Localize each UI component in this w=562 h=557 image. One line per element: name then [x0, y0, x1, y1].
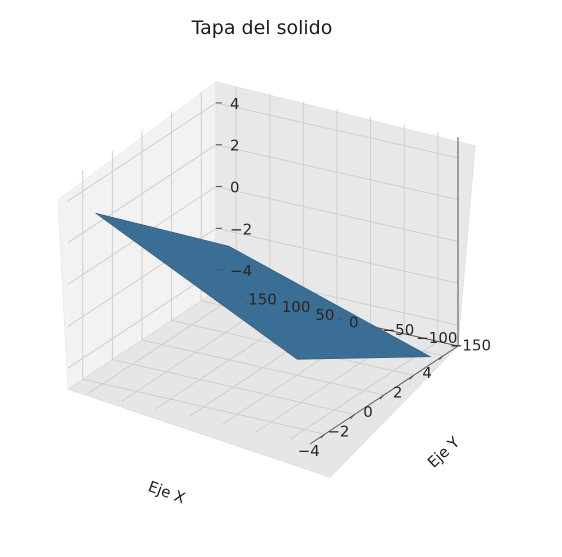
y-tick-mark: [236, 295, 243, 298]
grid-line: [87, 295, 237, 395]
z-tick-label: 0: [230, 179, 240, 197]
x-axis-label: Eje X: [146, 477, 188, 507]
y-tick-mark: [437, 340, 444, 343]
x-tick-mark: [350, 414, 355, 419]
y-tick-label: −50: [383, 321, 415, 339]
y-axis-label: Eje Y: [424, 433, 464, 472]
x-tick-label: −4: [298, 442, 320, 460]
y-tick-mark: [303, 310, 310, 313]
x-tick-label: 2: [393, 383, 403, 401]
x-tick-label: 4: [422, 364, 432, 382]
y-tick-mark: [404, 333, 411, 336]
z-tick-label: −4: [230, 262, 252, 280]
y-tick-mark: [370, 325, 377, 328]
x-tick-label: −2: [327, 423, 349, 441]
y-tick-mark: [269, 302, 276, 305]
x-tick-label: 0: [363, 403, 373, 421]
y-tick-label: 0: [349, 314, 359, 332]
grid-line: [67, 269, 217, 369]
grid-line: [215, 102, 459, 159]
chart-title: Tapa del solido: [191, 17, 333, 39]
z-tick-label: 4: [230, 95, 240, 113]
x-tick-mark: [438, 355, 444, 361]
x-tick-mark: [409, 375, 414, 380]
y-tick-label: −150: [450, 336, 491, 354]
grid-line: [67, 144, 217, 244]
y-tick-mark: [336, 318, 344, 320]
y-tick-label: 150: [248, 291, 277, 309]
x-axis-ticks: −4 −2 0 2 4: [298, 355, 444, 460]
grid-line: [215, 186, 459, 242]
z-tick-label: 2: [230, 137, 240, 155]
y-tick-label: −100: [416, 329, 457, 347]
grid-line: [67, 102, 217, 202]
surface-plane: [95, 212, 432, 360]
grid-line: [215, 227, 459, 284]
z-tick-label: −2: [230, 220, 252, 238]
y-tick-label: 50: [315, 306, 334, 324]
x-tick-mark: [379, 394, 385, 400]
grid-line: [215, 144, 459, 201]
z-axis-ticks: −4 −2 0 2 4: [216, 95, 252, 280]
y-tick-label: 100: [282, 298, 311, 316]
grid-line: [289, 340, 439, 440]
x-tick-mark: [320, 433, 326, 439]
